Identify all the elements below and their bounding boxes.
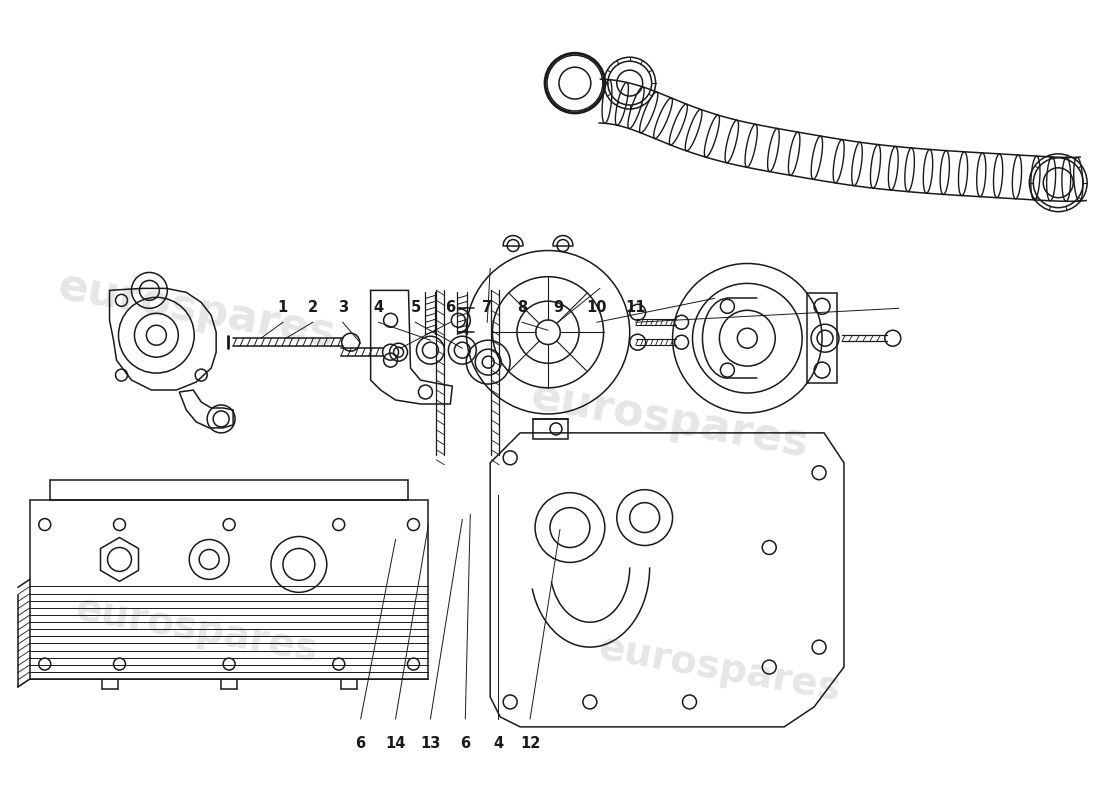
Text: 13: 13 xyxy=(420,736,441,751)
Text: 6: 6 xyxy=(460,736,471,751)
Text: 12: 12 xyxy=(520,736,540,751)
Bar xyxy=(50,480,408,500)
Text: 4: 4 xyxy=(493,736,503,751)
Text: 10: 10 xyxy=(586,300,607,315)
Text: 5: 5 xyxy=(410,300,420,315)
Bar xyxy=(30,500,428,679)
Bar xyxy=(807,294,837,383)
Text: 8: 8 xyxy=(517,300,527,315)
Text: 4: 4 xyxy=(374,300,384,315)
Text: 6: 6 xyxy=(446,300,455,315)
Text: 1: 1 xyxy=(278,300,288,315)
Text: eurospares: eurospares xyxy=(527,374,812,466)
Text: 9: 9 xyxy=(553,300,563,315)
Text: eurospares: eurospares xyxy=(54,265,339,356)
Text: 2: 2 xyxy=(308,300,318,315)
Text: 11: 11 xyxy=(626,300,646,315)
Text: 6: 6 xyxy=(355,736,365,751)
Text: 7: 7 xyxy=(482,300,493,315)
Text: eurospares: eurospares xyxy=(595,629,844,709)
Text: eurospares: eurospares xyxy=(72,589,320,670)
Text: 14: 14 xyxy=(385,736,406,751)
Bar xyxy=(534,419,568,439)
Text: 3: 3 xyxy=(338,300,348,315)
